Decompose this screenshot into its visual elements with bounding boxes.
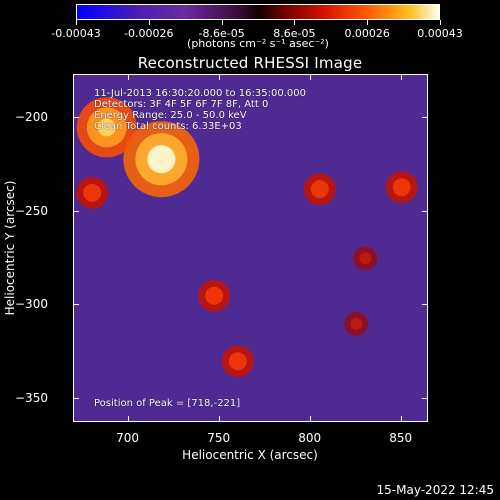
colorbar-tick	[367, 20, 369, 25]
info-time-range: 11-Jul-2013 16:30:20.000 to 16:35:00.000	[94, 88, 306, 99]
bright-region-high	[97, 118, 116, 137]
colorbar-tick-label: 0.00026	[344, 27, 390, 40]
x-tick-label: 800	[298, 431, 322, 445]
colorbar-tick	[148, 20, 150, 25]
heatmap-plot	[73, 74, 428, 422]
colorbar-tick	[76, 20, 77, 25]
y-tick	[422, 117, 428, 119]
bright-region-medium	[228, 352, 247, 371]
y-tick-label: −250	[15, 203, 48, 218]
y-tick	[73, 117, 79, 119]
heatmap-image	[74, 75, 427, 421]
chart-title: Reconstructed RHESSI Image	[137, 54, 363, 72]
y-tick	[73, 304, 79, 306]
y-tick-label: −300	[15, 297, 48, 312]
x-tick-label: 750	[207, 431, 231, 445]
info-detectors: Detectors: 3F 4F 5F 6F 7F 8F, Att 0	[94, 99, 269, 110]
colorbar	[76, 4, 440, 20]
bright-region-medium	[205, 286, 224, 305]
colorbar-tick-label: 8.6e-05	[273, 27, 316, 40]
y-tick	[73, 397, 79, 399]
x-tick	[218, 74, 220, 80]
x-tick	[127, 416, 129, 422]
x-tick	[127, 74, 129, 80]
bright-region-low	[350, 317, 363, 330]
x-tick	[400, 74, 402, 80]
info-energy-range: Energy Range: 25.0 - 50.0 keV	[94, 110, 247, 121]
colorbar-tick	[440, 20, 441, 25]
y-tick	[422, 210, 428, 212]
peak-position-label: Position of Peak = [718,-221]	[94, 398, 241, 409]
observation-info: 11-Jul-2013 16:30:20.000 to 16:35:00.000…	[94, 88, 306, 132]
x-tick	[400, 416, 402, 422]
y-tick-label: −350	[15, 390, 48, 405]
colorbar-tick-label: -0.00043	[51, 27, 101, 40]
colorbar-tick-label: -0.00026	[124, 27, 174, 40]
x-tick-label: 850	[389, 431, 413, 445]
bright-region-medium	[392, 178, 411, 197]
bright-region-medium	[83, 183, 102, 202]
bright-region-peak	[147, 145, 176, 174]
bright-region-low	[359, 252, 372, 265]
x-axis-label: Heliocentric X (arcsec)	[182, 448, 318, 462]
x-tick-label: 700	[116, 431, 140, 445]
colorbar-tick-label: -8.6e-05	[198, 27, 245, 40]
y-tick	[73, 210, 79, 212]
colorbar-tick	[221, 20, 223, 25]
bright-region-medium	[310, 180, 329, 199]
info-total-counts: Clean Total counts: 6.33E+03	[94, 121, 242, 132]
colorbar-tick-label: 0.00043	[417, 27, 463, 40]
x-tick	[309, 74, 311, 80]
colorbar-unit: (photons cm⁻² s⁻¹ asec⁻²)	[187, 37, 329, 50]
x-tick	[218, 416, 220, 422]
colorbar-tick	[294, 20, 296, 25]
footer-date: 15-May-2022 12:45	[376, 483, 494, 497]
y-tick	[422, 304, 428, 306]
x-tick	[309, 416, 311, 422]
y-tick	[422, 397, 428, 399]
y-tick-label: −200	[15, 110, 48, 125]
y-axis-label: Heliocentric Y (arcsec)	[3, 180, 17, 316]
